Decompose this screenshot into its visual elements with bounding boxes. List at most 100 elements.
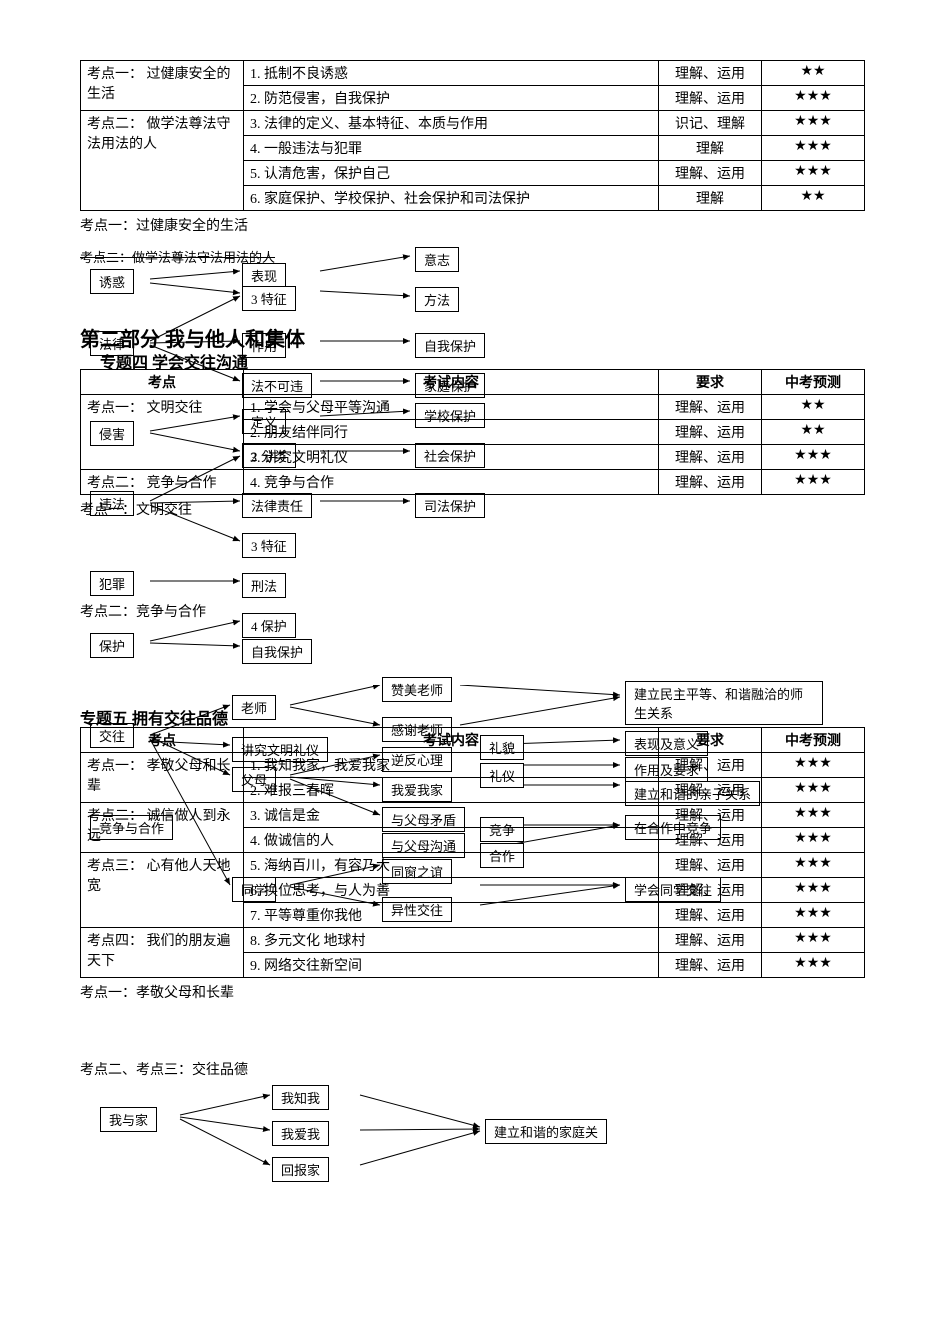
star-rating: ★★★ (794, 931, 832, 946)
pred-cell: ★★ (762, 395, 865, 420)
caption-text: 考点二：竞争与合作 (80, 601, 206, 621)
pred-cell: ★★★ (762, 803, 865, 828)
cell-text: 考点二： 做学法尊法守法用法的人 (87, 117, 231, 152)
star-rating: ★★★ (794, 781, 832, 796)
star-rating: ★★★ (794, 806, 832, 821)
diagram-law-concepts: 考点二：做学法尊法守法用法的人 诱惑 法律 侵害 违法 犯罪 保护 表现 3 特… (80, 241, 865, 671)
pred-cell: ★★★ (762, 953, 865, 978)
cell-text: 理解、运用 (675, 909, 745, 924)
cell-text: 理解、运用 (675, 784, 745, 799)
pred-cell: ★★★ (762, 828, 865, 853)
node-box: 老师 (232, 695, 276, 720)
cell-text: 识记、理解 (675, 117, 745, 132)
pred-cell: ★★★ (762, 778, 865, 803)
req-cell: 理解、运用 (659, 778, 762, 803)
cell-text: 9. 网络交往新空间 (250, 959, 362, 974)
cell-text: 理解 (696, 192, 724, 207)
content-cell: 9. 网络交往新空间 (244, 953, 659, 978)
node-box: 我爱我 (272, 1121, 329, 1146)
cell-text: 考点二： 竞争与合作 (87, 476, 217, 491)
req-cell: 识记、理解 (659, 111, 762, 136)
subject-title: 专题五 拥有交往品德 (80, 705, 228, 729)
content-cell: 4. 做诚信的人 (244, 828, 659, 853)
cell-text: 3. 法律的定义、基本特征、本质与作用 (250, 117, 488, 132)
node-box: 表现 (242, 263, 286, 288)
cell-text: 5. 认清危害，保护自己 (250, 167, 390, 182)
star-rating: ★★ (800, 189, 825, 204)
req-cell: 理解、运用 (659, 903, 762, 928)
req-cell: 理解、运用 (659, 853, 762, 878)
header-cell: 中考预测 (762, 728, 865, 753)
cell-text: 考点二： 诚信做人到永远 (87, 809, 231, 844)
cell-text: 理解、运用 (675, 934, 745, 949)
star-rating: ★★ (800, 64, 825, 79)
content-cell: 2. 朋友结伴同行 (244, 420, 659, 445)
diagram-family: 我与家 我知我 我爱我 回报家 建立和谐的家庭关 (80, 1085, 865, 1195)
header-cell: 考点 (81, 370, 244, 395)
req-cell: 理解、运用 (659, 420, 762, 445)
node-box: 自我保护 (415, 333, 485, 358)
node-box: 我知我 (272, 1085, 329, 1110)
cell-text: 理解、运用 (675, 959, 745, 974)
req-cell: 理解、运用 (659, 86, 762, 111)
cell-text: 考点一： 过健康安全的生活 (87, 67, 231, 102)
cell-text: 理解、运用 (675, 834, 745, 849)
node-box: 回报家 (272, 1157, 329, 1182)
topic-cell: 考点二： 诚信做人到永远 (81, 803, 244, 853)
content-cell: 3. 诚信是金 (244, 803, 659, 828)
caption-text: 考点一：过健康安全的生活 (80, 215, 865, 235)
table-header-row: 考点 考试内容 要求 中考预测 (81, 728, 865, 753)
cell-text: 理解、运用 (675, 884, 745, 899)
cell-text: 理解 (696, 142, 724, 157)
cell-text: 6. 家庭保护、学校保护、社会保护和司法保护 (250, 192, 530, 207)
caption-text: 考点二、考点三：交往品德 (80, 1059, 865, 1079)
table-header-row: 考点 考试内容 要求 中考预测 (81, 370, 865, 395)
topic-cell: 考点四： 我们的朋友遍天下 (81, 928, 244, 978)
req-cell: 理解、运用 (659, 61, 762, 86)
req-cell: 理解、运用 (659, 828, 762, 853)
content-cell: 8. 多元文化 地球村 (244, 928, 659, 953)
node-box: 我与家 (100, 1107, 157, 1132)
cell-text: 考点三： 心有他人天地宽 (87, 859, 231, 894)
star-rating: ★★★ (794, 164, 832, 179)
star-rating: ★★★ (794, 139, 832, 154)
cell-text: 5. 海纳百川，有容乃大 (250, 859, 390, 874)
node-box: 刑法 (242, 573, 286, 598)
cell-text: 4. 一般违法与犯罪 (250, 142, 362, 157)
table-exam-points-1: 考点一： 过健康安全的生活 1. 抵制不良诱惑 理解、运用 ★★ 2. 防范侵害… (80, 60, 865, 211)
cell-text: 1. 我知我家，我爱我家 (250, 759, 390, 774)
pred-cell: ★★★ (762, 470, 865, 495)
req-cell: 理解、运用 (659, 395, 762, 420)
content-cell: 1. 抵制不良诱惑 (244, 61, 659, 86)
cell-text: 理解、运用 (675, 476, 745, 491)
star-rating: ★★ (800, 423, 825, 438)
header-cell: 考点 (81, 728, 244, 753)
req-cell: 理解、运用 (659, 753, 762, 778)
pred-cell: ★★★ (762, 445, 865, 470)
cell-text: 4. 竞争与合作 (250, 476, 334, 491)
cell-text: 理解、运用 (675, 92, 745, 107)
content-cell: 3. 法律的定义、基本特征、本质与作用 (244, 111, 659, 136)
pred-cell: ★★★ (762, 86, 865, 111)
caption-text: 考点一：孝敬父母和长辈 (80, 982, 865, 1002)
node-box: 建立和谐的家庭关 (485, 1119, 607, 1144)
node-box: 诱惑 (90, 269, 134, 294)
cell-text: 理解、运用 (675, 167, 745, 182)
cell-text: 理解、运用 (675, 859, 745, 874)
content-cell: 4. 一般违法与犯罪 (244, 136, 659, 161)
node-box: 犯罪 (90, 571, 134, 596)
node-box: 4 保护 (242, 613, 296, 638)
content-cell: 4. 竞争与合作 (244, 470, 659, 495)
star-rating: ★★★ (794, 956, 832, 971)
content-cell: 2. 防范侵害，自我保护 (244, 86, 659, 111)
star-rating: ★★★ (794, 89, 832, 104)
content-cell: 2. 难报三春晖 (244, 778, 659, 803)
topic-cell: 考点一： 文明交往 (81, 395, 244, 470)
pred-cell: ★★★ (762, 853, 865, 878)
node-box: 3 特征 (242, 286, 296, 311)
table-row: 考点三： 心有他人天地宽 5. 海纳百川，有容乃大 理解、运用 ★★★ (81, 853, 865, 878)
table-row: 考点二： 诚信做人到永远 3. 诚信是金 理解、运用 ★★★ (81, 803, 865, 828)
pred-cell: ★★★ (762, 928, 865, 953)
pred-cell: ★★★ (762, 753, 865, 778)
header-cell: 中考预测 (762, 370, 865, 395)
